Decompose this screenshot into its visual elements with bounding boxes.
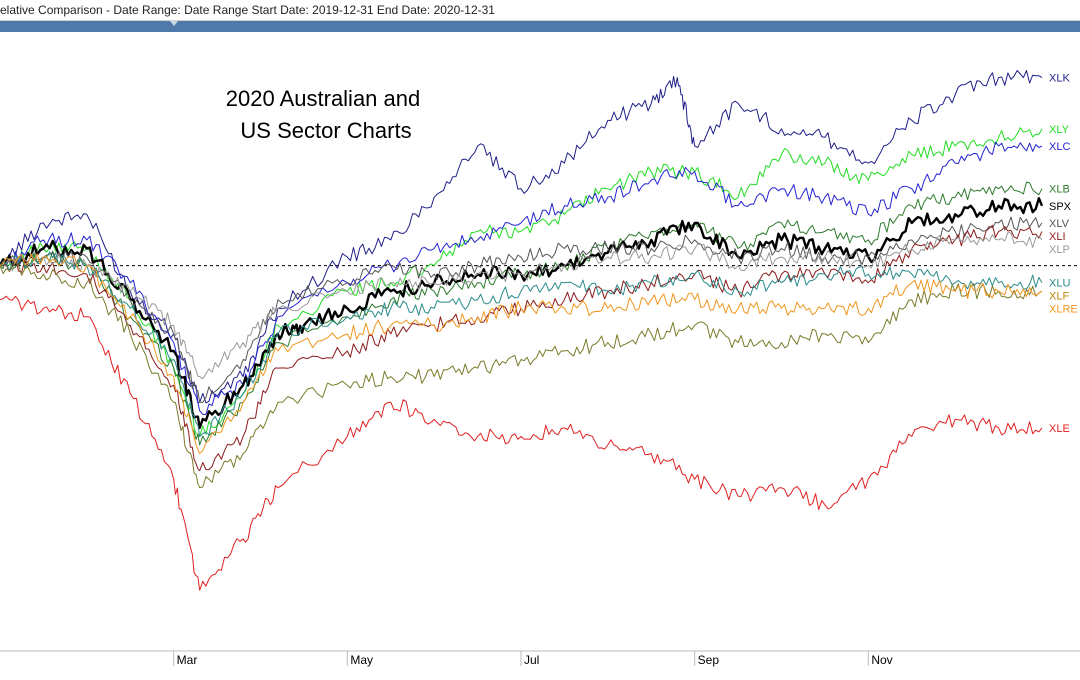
series-label-xlp: XLP — [1049, 244, 1070, 256]
scroll-thumb-icon[interactable] — [170, 21, 178, 32]
series-line-xlb — [0, 181, 1043, 446]
series-line-xli — [0, 224, 1043, 472]
series-line-xlre — [0, 253, 1043, 454]
series-label-spx: SPX — [1049, 201, 1072, 213]
x-tick-label-jul: Jul — [524, 653, 539, 667]
series-line-xlp — [0, 232, 1043, 380]
series-label-xli: XLI — [1049, 231, 1066, 243]
horizontal-scrollbar[interactable] — [0, 21, 1080, 32]
series-line-spx — [0, 197, 1044, 430]
chart-area: XLK XLY XLC XLB SPX XLV XLI XLP XLU XLF XLRE XLE Ma… — [0, 32, 1080, 675]
series-label-xlb: XLB — [1049, 184, 1070, 196]
series-line-xlk — [0, 70, 1043, 404]
series-label-xle: XLE — [1049, 423, 1070, 435]
window-titlebar: elative Comparison - Date Range: Date Ra… — [0, 0, 1080, 21]
chart-title-line-2: US Sector Charts — [240, 118, 411, 143]
x-tick-label-nov: Nov — [871, 653, 892, 667]
series-label-xlu: XLU — [1049, 278, 1070, 290]
series-line-xlf — [0, 262, 1043, 489]
series-label-xly: XLY — [1049, 124, 1070, 136]
series-line-xly — [0, 127, 1043, 437]
series-line-xlv — [0, 216, 1043, 403]
x-axis-ticks: Mar May Jul Sep Nov — [173, 651, 893, 667]
series-label-xlc: XLC — [1049, 141, 1070, 153]
series-line-xlu — [0, 251, 1043, 437]
chart-title-line-1: 2020 Australian and — [226, 86, 421, 111]
series-line-xle — [0, 295, 1043, 591]
series-label-xlv: XLV — [1049, 218, 1070, 230]
x-tick-label-may: May — [350, 653, 373, 667]
x-tick-label-mar: Mar — [177, 653, 198, 667]
series-lines — [0, 70, 1044, 591]
x-tick-label-sep: Sep — [698, 653, 720, 667]
series-label-xlk: XLK — [1049, 73, 1070, 85]
window-title: elative Comparison - Date Range: Date Ra… — [0, 3, 495, 17]
series-label-xlre: XLRE — [1049, 304, 1078, 316]
series-label-xlf: XLF — [1049, 291, 1069, 303]
series-line-xlc — [0, 141, 1043, 415]
